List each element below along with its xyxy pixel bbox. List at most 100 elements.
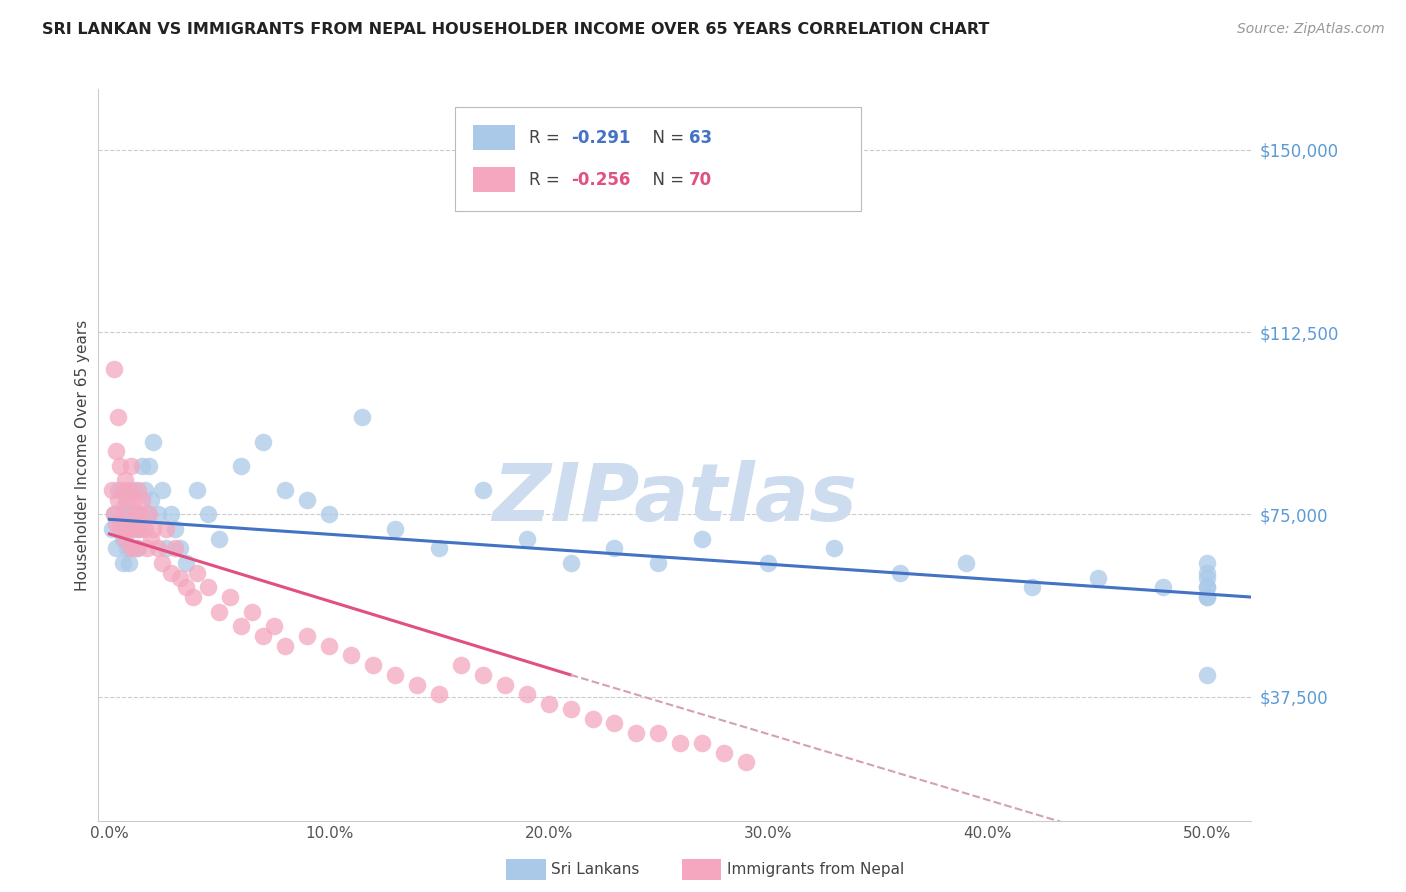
Point [146, 541, 169, 556]
Point [111, 508, 134, 522]
Point [735, 756, 758, 770]
Text: R =: R = [529, 170, 565, 188]
Point [104, 444, 127, 458]
Point [1197, 668, 1219, 682]
Point [174, 580, 197, 594]
Point [494, 677, 516, 691]
Point [603, 541, 626, 556]
Point [427, 541, 450, 556]
Point [122, 492, 145, 507]
Text: SRI LANKAN VS IMMIGRANTS FROM NEPAL HOUSEHOLDER INCOME OVER 65 YEARS CORRELATION: SRI LANKAN VS IMMIGRANTS FROM NEPAL HOUS… [42, 22, 990, 37]
Point [155, 522, 177, 536]
Point [165, 541, 187, 556]
Point [692, 736, 714, 750]
Point [100, 483, 122, 498]
Point [138, 508, 160, 522]
Point [129, 508, 152, 522]
Point [1197, 566, 1219, 580]
Point [471, 668, 494, 682]
Text: N =: N = [641, 170, 689, 188]
Point [129, 522, 152, 536]
Point [125, 508, 148, 522]
Point [405, 677, 427, 691]
Point [756, 556, 779, 570]
Point [114, 498, 136, 512]
Point [1197, 590, 1219, 604]
Point [692, 532, 714, 546]
Text: N =: N = [641, 128, 689, 147]
Point [1197, 571, 1219, 585]
Point [103, 361, 125, 376]
Point [115, 517, 138, 532]
Text: ZIPatlas: ZIPatlas [492, 459, 858, 538]
Point [107, 483, 129, 498]
Point [295, 629, 318, 643]
Point [125, 541, 148, 556]
Point [118, 522, 141, 536]
Point [1197, 590, 1219, 604]
Point [103, 508, 125, 522]
Point [197, 580, 219, 594]
Point [127, 541, 149, 556]
Point [115, 492, 138, 507]
Point [581, 712, 603, 726]
Point [114, 474, 136, 488]
Point [713, 746, 735, 760]
Point [889, 566, 911, 580]
Text: 63: 63 [689, 128, 713, 147]
Point [160, 566, 183, 580]
Point [115, 541, 138, 556]
Point [603, 716, 626, 731]
Point [231, 619, 253, 633]
Point [823, 541, 845, 556]
Y-axis label: Householder Income Over 65 years: Householder Income Over 65 years [75, 319, 90, 591]
Point [120, 517, 142, 532]
Text: -0.291: -0.291 [571, 128, 631, 147]
Point [471, 483, 494, 498]
Point [647, 726, 669, 740]
Point [186, 483, 208, 498]
Point [104, 517, 127, 532]
Point [120, 541, 142, 556]
Point [135, 541, 157, 556]
Point [427, 687, 450, 701]
Point [626, 726, 648, 740]
Point [340, 648, 363, 663]
Point [252, 434, 274, 449]
Point [110, 517, 132, 532]
Point [120, 458, 142, 473]
Point [155, 541, 177, 556]
Point [274, 483, 297, 498]
Point [165, 522, 187, 536]
Point [169, 571, 191, 585]
Text: Immigrants from Nepal: Immigrants from Nepal [727, 863, 904, 877]
Point [111, 556, 134, 570]
Point [186, 566, 208, 580]
Point [350, 410, 373, 425]
Point [516, 687, 538, 701]
Point [560, 556, 582, 570]
Point [208, 605, 231, 619]
Point [135, 508, 157, 522]
Point [516, 532, 538, 546]
Point [139, 492, 162, 507]
Point [240, 605, 263, 619]
Point [122, 483, 145, 498]
Point [150, 556, 173, 570]
Point [120, 541, 142, 556]
Point [110, 522, 132, 536]
Point [131, 492, 153, 507]
Point [318, 639, 340, 653]
Point [1021, 580, 1043, 594]
Point [150, 483, 173, 498]
Point [231, 458, 253, 473]
Point [118, 556, 141, 570]
Point [122, 522, 145, 536]
Point [107, 410, 129, 425]
Point [295, 492, 318, 507]
Point [1087, 571, 1109, 585]
Point [125, 508, 148, 522]
Point [219, 590, 242, 604]
Point [169, 541, 191, 556]
Point [115, 508, 138, 522]
